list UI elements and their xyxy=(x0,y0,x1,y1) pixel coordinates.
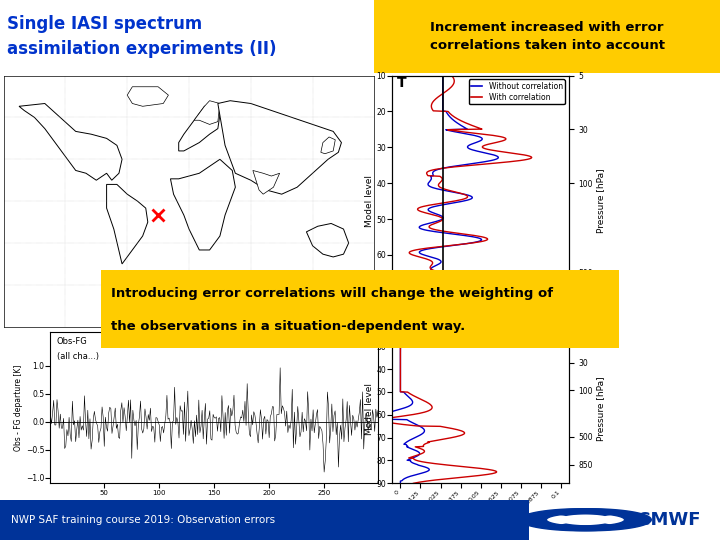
Polygon shape xyxy=(218,100,341,194)
Y-axis label: Pressure [hPa]: Pressure [hPa] xyxy=(596,169,605,233)
Y-axis label: Model level: Model level xyxy=(364,383,374,435)
X-axis label: Humidity increment [g/Kg]: Humidity increment [g/Kg] xyxy=(415,512,546,523)
Y-axis label: Model level: Model level xyxy=(364,175,374,227)
Y-axis label: Pressure [hPa]: Pressure [hPa] xyxy=(596,377,605,441)
Text: NWP SAF training course 2019: Observation errors: NWP SAF training course 2019: Observatio… xyxy=(11,515,275,525)
Polygon shape xyxy=(19,104,122,180)
Polygon shape xyxy=(307,224,348,257)
Y-axis label: Obs - FG departure [K]: Obs - FG departure [K] xyxy=(14,364,23,451)
Polygon shape xyxy=(547,509,652,531)
Polygon shape xyxy=(321,137,336,154)
Polygon shape xyxy=(127,87,168,106)
Polygon shape xyxy=(171,159,235,250)
Text: Obs-FG: Obs-FG xyxy=(57,336,88,346)
Text: the observations in a situation-dependent way.: the observations in a situation-dependen… xyxy=(111,320,465,333)
Text: Single IASI spectrum
assimilation experiments (II): Single IASI spectrum assimilation experi… xyxy=(7,15,277,58)
X-axis label: Channel number: Channel number xyxy=(179,501,249,510)
Polygon shape xyxy=(253,171,279,194)
Text: T: T xyxy=(397,76,407,90)
Polygon shape xyxy=(194,100,220,124)
Text: Increment increased with error
correlations taken into account: Increment increased with error correlati… xyxy=(430,21,665,52)
Polygon shape xyxy=(520,509,624,531)
Polygon shape xyxy=(179,104,220,151)
Text: (all cha...): (all cha...) xyxy=(57,352,99,361)
Text: ECMWF: ECMWF xyxy=(625,511,701,529)
Legend: Without correlation, With correlation: Without correlation, With correlation xyxy=(469,79,565,104)
Text: Introducing error correlations will change the weighting of: Introducing error correlations will chan… xyxy=(111,287,553,300)
Polygon shape xyxy=(107,184,148,264)
